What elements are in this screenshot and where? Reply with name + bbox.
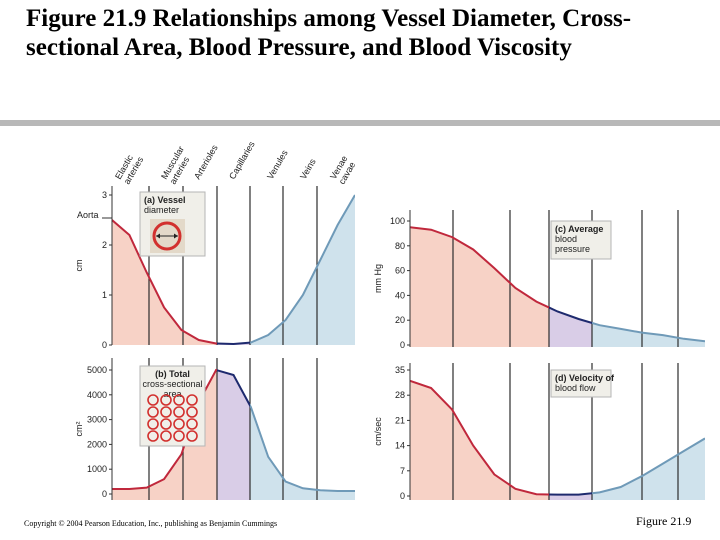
panel-b-curve-segment-3 [250,403,355,492]
vessel-label-word: Capillaries [227,139,257,181]
figure-label: Figure 21.9 [636,514,692,528]
panel-b-y-axis-label: cm² [74,422,84,437]
panel-c-title-line: (c) Average [555,224,603,234]
panel-d-y-axis-label: cm/sec [373,417,383,446]
vessel-cross-section-icon [152,221,182,251]
cross-section-vessel-icon [173,418,185,430]
panel-c-title-line: blood [555,234,577,244]
panel-d-y-tick-label: 14 [395,441,405,451]
cross-section-vessel-icon [147,406,159,418]
panel-b-y-tick-label: 0 [102,489,107,499]
panel-b-title-line: (b) Total [155,369,190,379]
vessel-label-arterioles: Arterioles [192,143,220,181]
panel-b-title-line: area [163,389,181,399]
cross-section-vessel-icon [186,430,198,442]
panel-b-y-tick-label: 4000 [87,390,107,400]
cross-section-vessel-icon [186,406,198,418]
copyright-notice: Copyright © 2004 Pearson Education, Inc.… [24,519,278,528]
cross-section-vessel-icon [147,430,159,442]
panel-d-y-tick-label: 35 [395,365,405,375]
panel-c-y-tick-label: 40 [395,290,405,300]
panel-b-title-line: cross-sectional [142,379,202,389]
panel-b-y-tick-label: 5000 [87,365,107,375]
panel-d-y-tick-label: 7 [400,466,405,476]
panel-a-y-tick-label: 0 [102,340,107,350]
panel-a-curve-segment-2 [217,341,250,346]
panel-a-y-axis-label: cm [74,260,84,272]
panel-c-y-axis-label: mm Hg [373,264,383,293]
panel-a-y-tick-label: 3 [102,190,107,200]
panel-d-title-box [550,369,612,398]
panel-b-y-tick-label: 2000 [87,439,107,449]
cross-section-vessel-icon [147,394,159,406]
panel-d-title-line: (d) Velocity of [555,373,615,383]
cross-section-vessel-icon [173,430,185,442]
panel-c-y-tick-label: 100 [390,216,405,226]
panel-b-curve-segment-1 [112,368,217,490]
cross-section-vessel-icon [160,418,172,430]
panel-d-curve-segment-2 [549,492,592,496]
panel-c-title-box [550,220,612,260]
slide-title: Figure 21.9 Relationships among Vessel D… [26,5,632,61]
panel-c-y-tick-label: 20 [395,315,405,325]
panel-c-y-tick-label: 60 [395,266,405,276]
cross-section-vessel-icon [186,418,198,430]
cross-section-vessel-icon [147,418,159,430]
panel-a-y-tick-label: 1 [102,290,107,300]
panel-c-y-tick-label: 80 [395,241,405,251]
vessel-label-word: Veins [298,157,318,181]
vessel-label-venules: Venules [265,148,290,181]
panel-b-y-tick-label: 1000 [87,464,107,474]
cross-section-vessel-icon [173,394,185,406]
panel-c-curve-segment-1 [410,226,549,309]
panel-b-title-box [139,365,206,447]
aorta-annotation: Aorta [77,210,99,220]
vessel-label-veins: Veins [298,157,318,181]
panel-c-curve-segment-2 [549,306,592,324]
panel-a-title-line: diameter [144,205,179,215]
panel-a-title-line: (a) Vessel [144,195,186,205]
panel-c-title-line: pressure [555,244,590,254]
vessel-label-capillaries: Capillaries [227,139,257,181]
panel-d-title-line: blood flow [555,383,596,393]
vessel-label-word: Arterioles [192,143,220,181]
cross-section-vessel-icon [173,406,185,418]
panel-d-curve-segment-1 [410,379,549,496]
cross-section-vessel-icon [186,394,198,406]
panel-c-y-tick-label: 0 [400,340,405,350]
panel-a-curve-segment-1 [112,219,217,345]
vessel-label-word: Venules [265,148,290,181]
panel-b-y-tick-label: 3000 [87,415,107,425]
cross-section-vessel-icon [160,430,172,442]
cross-section-vessel-icon [160,394,172,406]
panel-d-y-tick-label: 21 [395,415,405,425]
cross-section-vessel-icon [160,406,172,418]
panel-d-y-tick-label: 28 [395,390,405,400]
panel-d-curve-segment-3 [592,437,705,495]
panel-a-curve-segment-3 [250,194,355,344]
panel-a-y-tick-label: 2 [102,240,107,250]
panel-b-curve-segment-2 [217,369,250,408]
title-divider [0,120,720,126]
panel-c-curve-segment-3 [592,321,705,343]
panel-d-y-tick-label: 0 [400,491,405,501]
